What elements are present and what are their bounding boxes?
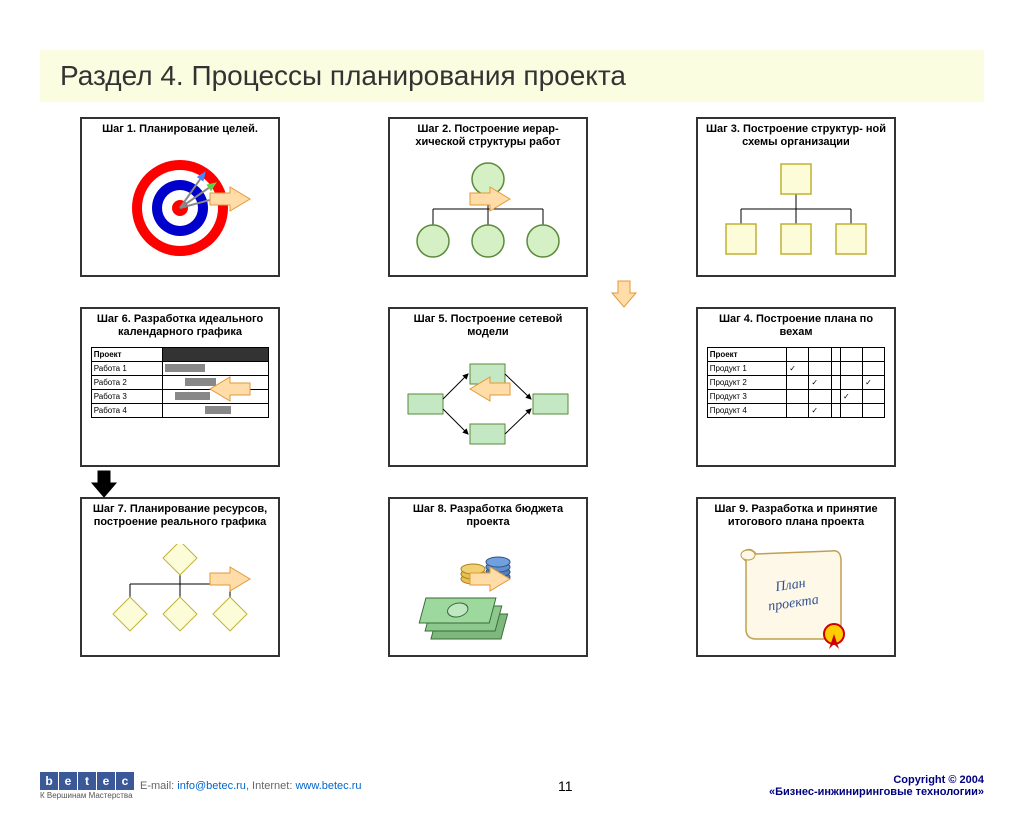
logo-tagline: К Вершинам Мастерства xyxy=(40,791,134,800)
logo-letter: c xyxy=(116,772,134,790)
url-link[interactable]: www.betec.ru xyxy=(295,780,361,792)
step-4-title: Шаг 4. Построение плана по вехам xyxy=(698,309,894,343)
step-7-body xyxy=(82,533,278,655)
milestone-table: Проект Продукт 1✓ Продукт 2✓✓ Продукт 3✓… xyxy=(707,347,886,418)
hierarchy-circles-icon xyxy=(403,159,573,269)
footer-contact: E-mail: info@betec.ru, Internet: www.bet… xyxy=(140,780,362,792)
step-3-body xyxy=(698,153,894,275)
step-9-body: План проекта xyxy=(698,533,894,655)
logo-letter: e xyxy=(97,772,115,790)
step-8-body xyxy=(390,533,586,655)
logo: b e t e c К Вершинам Мастерства xyxy=(40,772,134,800)
footer: b e t e c К Вершинам Мастерства E-mail: … xyxy=(40,772,984,800)
step-2-body xyxy=(390,153,586,275)
step-6-title: Шаг 6. Разработка идеального календарног… xyxy=(82,309,278,343)
arrow-6-7 xyxy=(90,469,118,499)
arrow-2-3 xyxy=(468,185,512,213)
logo-letter: t xyxy=(78,772,96,790)
steps-grid: Шаг 1. Планирование целей. xyxy=(0,117,1024,657)
logo-letter: b xyxy=(40,772,58,790)
step-2-title: Шаг 2. Построение иерар- хической структ… xyxy=(390,119,586,153)
arrow-5-6 xyxy=(208,375,252,403)
step-5-body xyxy=(390,343,586,465)
step-5-title: Шаг 5. Построение сетевой модели xyxy=(390,309,586,343)
page-number: 11 xyxy=(362,778,770,794)
step-1-title: Шаг 1. Планирование целей. xyxy=(82,119,278,140)
step-9-title: Шаг 9. Разработка и принятие итогового п… xyxy=(698,499,894,533)
step-3: Шаг 3. Построение структур- ной схемы ор… xyxy=(696,117,896,277)
arrow-1-2 xyxy=(208,185,252,213)
scroll-icon: План проекта xyxy=(726,539,866,649)
arrow-4-5 xyxy=(468,375,512,403)
step-4: Шаг 4. Построение плана по вехам Проект … xyxy=(696,307,896,467)
step-7-title: Шаг 7. Планирование ресурсов, построение… xyxy=(82,499,278,533)
step-9: Шаг 9. Разработка и принятие итогового п… xyxy=(696,497,896,657)
arrow-3-4 xyxy=(610,279,638,309)
page-title: Раздел 4. Процессы планирования проекта xyxy=(40,50,984,102)
step-4-body: Проект Продукт 1✓ Продукт 2✓✓ Продукт 3✓… xyxy=(698,343,894,465)
footer-copyright: Copyright © 2004 «Бизнес-инжиниринговые … xyxy=(769,774,984,798)
network-model-icon xyxy=(398,349,578,459)
logo-letter: e xyxy=(59,772,77,790)
step-3-title: Шаг 3. Построение структур- ной схемы ор… xyxy=(698,119,894,153)
arrow-7-8 xyxy=(208,565,252,593)
step-8-title: Шаг 8. Разработка бюджета проекта xyxy=(390,499,586,533)
resource-diamonds-icon xyxy=(95,544,265,644)
email-link[interactable]: info@betec.ru xyxy=(177,780,246,792)
step-6-body: Проект Работа 1 Работа 2 Работа 3 Работа… xyxy=(82,343,278,465)
hierarchy-squares-icon xyxy=(711,159,881,269)
arrow-8-9 xyxy=(468,565,512,593)
money-icon xyxy=(413,539,563,649)
